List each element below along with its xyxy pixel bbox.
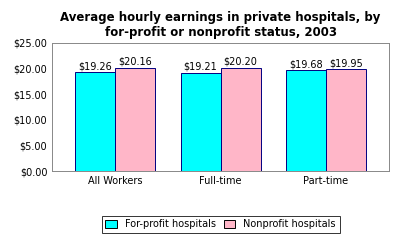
Bar — [75, 72, 115, 171]
Bar — [115, 68, 155, 171]
Text: $20.20: $20.20 — [224, 57, 257, 67]
Text: $20.16: $20.16 — [118, 57, 152, 67]
Text: $19.21: $19.21 — [184, 62, 217, 72]
Title: Average hourly earnings in private hospitals, by
for-profit or nonprofit status,: Average hourly earnings in private hospi… — [61, 11, 381, 39]
Bar — [286, 70, 326, 171]
Bar — [221, 68, 261, 171]
Bar — [326, 69, 366, 171]
Legend: For-profit hospitals, Nonprofit hospitals: For-profit hospitals, Nonprofit hospital… — [101, 216, 340, 233]
Text: $19.68: $19.68 — [289, 60, 323, 69]
Text: $19.26: $19.26 — [79, 62, 112, 72]
Bar — [180, 73, 221, 171]
Text: $19.95: $19.95 — [329, 58, 363, 68]
